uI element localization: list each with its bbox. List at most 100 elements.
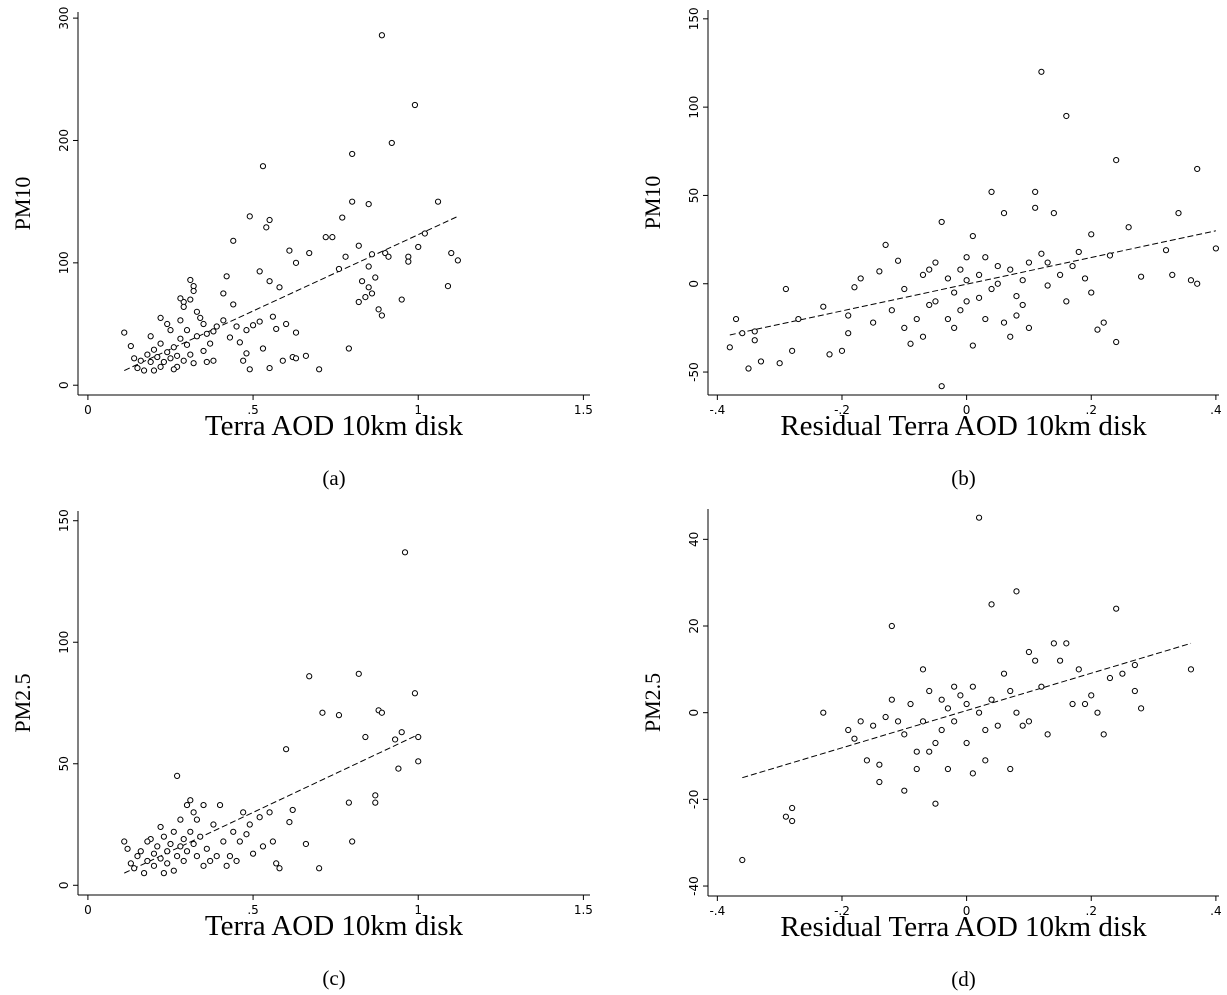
point <box>368 290 376 297</box>
point <box>963 298 970 305</box>
point <box>1069 700 1076 708</box>
point <box>283 746 290 753</box>
point <box>894 718 902 725</box>
point <box>193 333 201 340</box>
y-tick-label: 150 <box>57 509 71 532</box>
point <box>164 349 171 356</box>
point <box>124 845 131 852</box>
point <box>183 848 191 855</box>
x-tick-label: .4 <box>1210 904 1221 918</box>
point <box>820 303 827 310</box>
point <box>306 673 313 680</box>
point <box>263 224 270 231</box>
x-tick-label: -.2 <box>834 904 850 918</box>
point <box>1131 661 1138 669</box>
point <box>259 843 267 850</box>
point <box>401 549 409 556</box>
point <box>358 278 366 285</box>
point <box>150 862 158 869</box>
panel: 0 100 200 300 0 .5 1 1.5 Terra AOD 10km disk PM10… <box>10 7 593 490</box>
point <box>1013 312 1020 319</box>
point <box>901 285 908 293</box>
point <box>863 757 871 764</box>
point <box>1187 666 1195 673</box>
point <box>975 271 983 279</box>
point <box>398 296 405 303</box>
y-tick-label: 0 <box>687 280 701 288</box>
point <box>144 857 151 865</box>
panel: -40 -20 0 20 40 -.4 -.2 0 .2 .4 Residual Terra AOD… <box>640 509 1222 991</box>
point <box>454 257 461 264</box>
point <box>1007 687 1014 695</box>
point <box>1000 319 1008 326</box>
point <box>335 712 343 719</box>
point <box>838 347 846 354</box>
y-axis-label: PM10 <box>10 177 35 231</box>
point <box>1019 722 1026 729</box>
point <box>932 259 939 266</box>
point <box>888 622 895 630</box>
point <box>994 280 1001 287</box>
point <box>240 357 247 364</box>
point <box>739 856 746 864</box>
point <box>256 268 263 275</box>
point <box>969 232 976 240</box>
point <box>164 320 171 328</box>
y-tick-label: 50 <box>57 756 71 771</box>
point <box>1050 209 1057 217</box>
x-tick-label: 0 <box>963 904 971 918</box>
point <box>170 344 177 351</box>
point <box>901 787 908 794</box>
point <box>1013 293 1020 300</box>
point <box>415 243 422 251</box>
point <box>190 287 197 295</box>
point <box>150 346 158 353</box>
point <box>938 696 945 703</box>
point <box>283 320 290 328</box>
x-tick-label: 1.5 <box>574 903 593 917</box>
point <box>183 327 191 334</box>
point <box>951 289 958 296</box>
x-tick-label: .5 <box>247 903 258 917</box>
point <box>1050 640 1057 647</box>
point <box>1088 231 1095 238</box>
point <box>193 308 201 315</box>
point <box>160 358 167 366</box>
point <box>988 696 995 703</box>
point <box>127 342 134 350</box>
point <box>187 351 194 358</box>
point <box>164 860 171 867</box>
point <box>776 360 783 367</box>
y-tick-label: 20 <box>687 618 701 633</box>
point <box>392 736 399 743</box>
point <box>210 328 217 335</box>
point <box>342 253 349 260</box>
point <box>1019 301 1026 309</box>
point <box>1175 209 1182 217</box>
point <box>782 813 789 820</box>
point <box>144 838 151 845</box>
point <box>994 722 1001 729</box>
point <box>187 828 194 835</box>
point <box>988 285 995 293</box>
point <box>938 218 945 226</box>
point <box>1000 670 1008 677</box>
point <box>913 748 920 755</box>
point <box>378 32 385 39</box>
y-tick-label: 150 <box>687 7 701 30</box>
point <box>200 801 207 809</box>
point <box>177 317 184 324</box>
x-tick-label: 0 <box>84 903 92 917</box>
point <box>266 364 273 372</box>
point <box>349 150 356 158</box>
point <box>926 266 933 273</box>
point <box>1007 266 1014 273</box>
point <box>177 295 184 302</box>
point <box>193 816 201 823</box>
point <box>1081 700 1089 708</box>
point <box>329 234 336 241</box>
point <box>938 383 945 390</box>
x-tick-label: -.4 <box>709 904 725 918</box>
point <box>963 277 970 284</box>
x-tick-label: -.2 <box>834 403 850 417</box>
